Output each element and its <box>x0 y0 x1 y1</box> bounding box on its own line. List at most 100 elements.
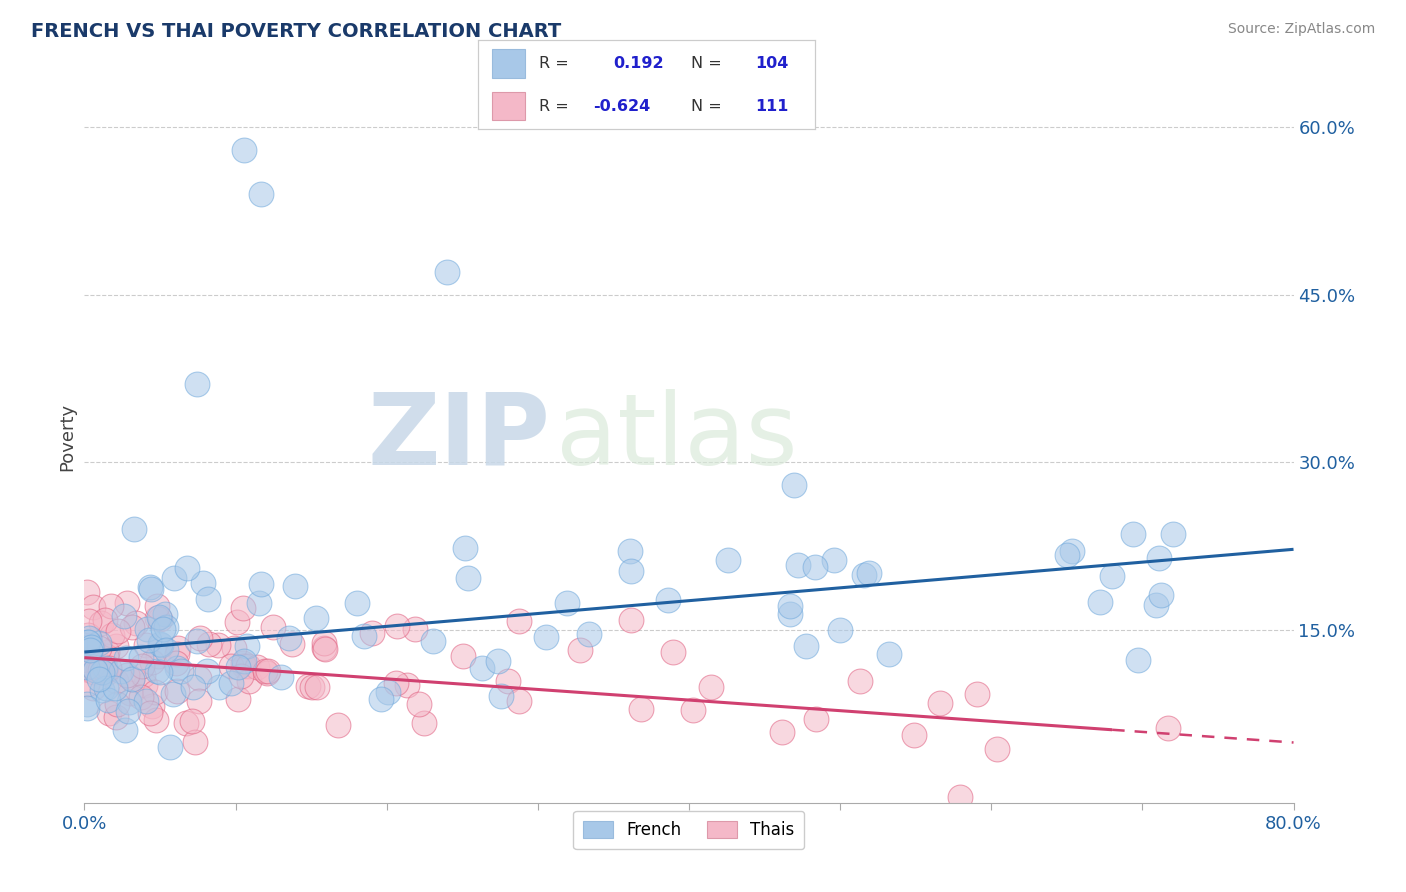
Point <box>76 660 98 674</box>
Point <box>188 631 211 645</box>
Point <box>232 656 254 670</box>
Point <box>89 636 111 650</box>
Point <box>117 704 139 718</box>
Point <box>149 612 172 626</box>
Point <box>198 637 221 651</box>
Point <box>1150 588 1173 602</box>
Point <box>312 636 335 650</box>
Point <box>222 641 245 656</box>
Point <box>163 571 186 585</box>
Point <box>94 648 117 663</box>
Point <box>146 648 169 663</box>
Point <box>166 647 188 661</box>
Point <box>620 564 643 578</box>
Point <box>76 701 98 715</box>
Point <box>96 645 118 659</box>
Point <box>360 626 382 640</box>
Point <box>384 675 406 690</box>
Point <box>167 640 190 655</box>
Point <box>143 685 166 699</box>
Point <box>682 703 704 717</box>
Point <box>80 640 103 655</box>
Point <box>236 639 259 653</box>
Point <box>104 710 127 724</box>
Point <box>121 620 143 634</box>
Point <box>489 689 512 703</box>
Point <box>387 619 409 633</box>
Point <box>121 672 143 686</box>
Point <box>195 665 218 679</box>
Point <box>97 693 120 707</box>
Point <box>101 628 124 642</box>
Point <box>848 674 870 689</box>
Point <box>783 477 806 491</box>
Point <box>657 593 679 607</box>
Point <box>787 558 810 573</box>
Point <box>136 622 159 636</box>
Point <box>138 632 160 647</box>
Point <box>146 610 169 624</box>
Point <box>186 633 208 648</box>
Point <box>148 637 170 651</box>
Point <box>93 661 115 675</box>
Point <box>79 643 101 657</box>
FancyBboxPatch shape <box>492 49 526 78</box>
Point <box>903 728 925 742</box>
Point <box>346 596 368 610</box>
Point <box>139 580 162 594</box>
Point <box>141 656 163 670</box>
Point <box>630 701 652 715</box>
Text: R =: R = <box>538 56 568 70</box>
Text: atlas: atlas <box>555 389 797 485</box>
Text: Source: ZipAtlas.com: Source: ZipAtlas.com <box>1227 22 1375 37</box>
Point <box>250 187 273 202</box>
Point <box>84 663 107 677</box>
Point <box>114 723 136 738</box>
Point <box>830 624 852 638</box>
Point <box>486 654 509 668</box>
Point <box>76 584 98 599</box>
Point <box>256 665 278 680</box>
Point <box>804 559 827 574</box>
Text: 104: 104 <box>755 56 789 70</box>
Point <box>949 790 972 805</box>
Point <box>262 620 284 634</box>
Point <box>451 649 474 664</box>
Point <box>257 665 280 679</box>
Point <box>1157 721 1180 735</box>
Point <box>153 607 176 621</box>
Point <box>305 680 328 694</box>
Point <box>314 641 336 656</box>
Point <box>700 680 723 694</box>
Point <box>232 143 254 157</box>
Point <box>112 608 135 623</box>
Point <box>117 596 139 610</box>
Point <box>1161 527 1184 541</box>
Point <box>135 638 157 652</box>
Point <box>159 740 181 755</box>
Point <box>186 377 208 392</box>
Point <box>207 638 229 652</box>
Point <box>80 659 103 673</box>
Point <box>779 607 801 621</box>
Point <box>141 699 163 714</box>
Point <box>145 599 167 613</box>
Point <box>422 633 444 648</box>
Point <box>82 600 104 615</box>
Point <box>496 673 519 688</box>
Point <box>233 654 256 668</box>
Point <box>806 711 828 725</box>
Point <box>87 673 110 687</box>
Y-axis label: Poverty: Poverty <box>58 403 76 471</box>
Point <box>83 665 105 680</box>
Text: -0.624: -0.624 <box>593 99 650 113</box>
FancyBboxPatch shape <box>492 92 526 120</box>
Point <box>90 616 112 631</box>
Point <box>508 694 530 708</box>
Point <box>91 682 114 697</box>
Point <box>508 614 530 628</box>
Point <box>105 639 128 653</box>
Point <box>278 631 301 645</box>
Point <box>232 600 254 615</box>
Point <box>162 687 184 701</box>
